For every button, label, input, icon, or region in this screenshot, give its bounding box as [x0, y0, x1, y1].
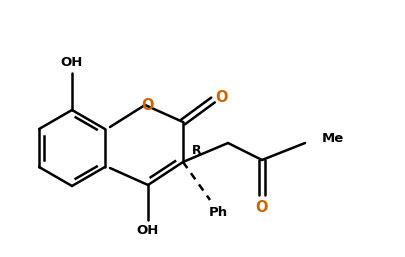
Text: OH: OH — [137, 224, 159, 236]
Text: O: O — [256, 199, 268, 215]
Text: O: O — [142, 97, 154, 113]
Text: O: O — [216, 89, 228, 105]
Text: OH: OH — [61, 56, 83, 69]
Text: Ph: Ph — [209, 207, 228, 219]
Text: Me: Me — [322, 132, 344, 144]
Text: R: R — [192, 143, 202, 157]
